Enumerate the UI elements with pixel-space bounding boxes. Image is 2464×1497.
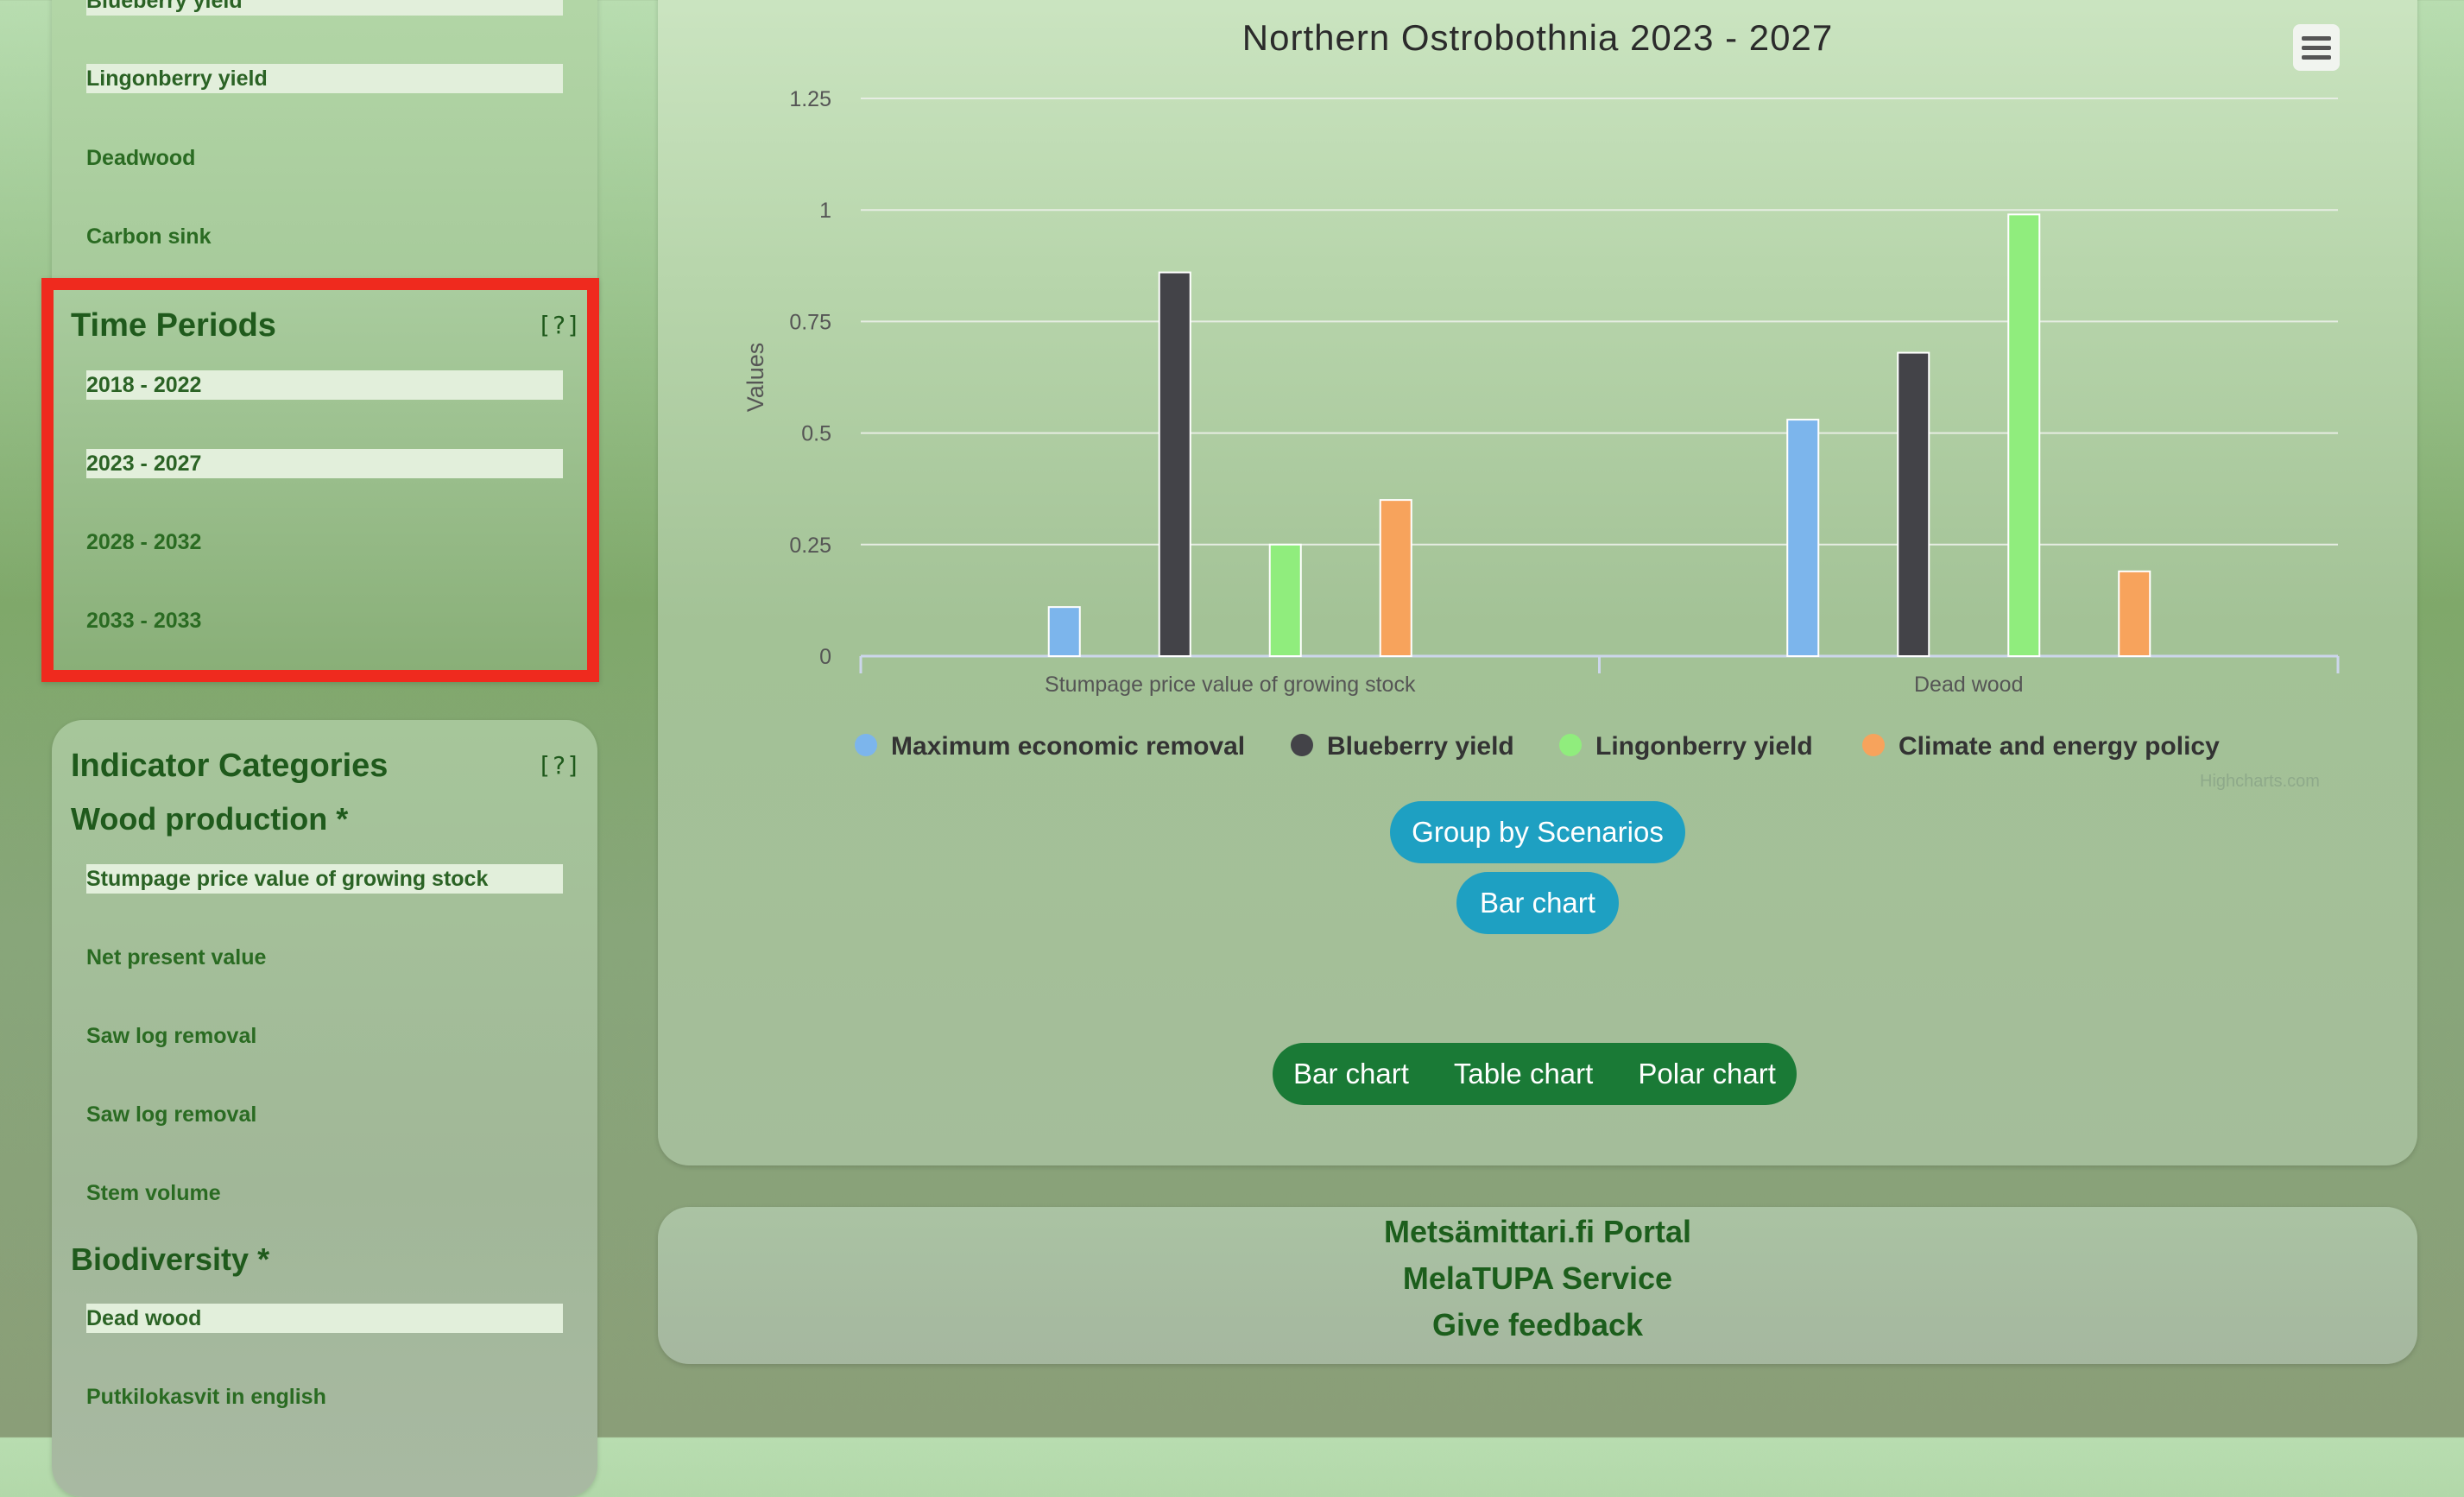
- legend-dot: [855, 734, 877, 757]
- legend-dot: [1559, 734, 1582, 757]
- time-periods-help[interactable]: [?]: [537, 311, 581, 339]
- indicator-categories-help[interactable]: [?]: [537, 751, 581, 780]
- sidebar-item-blueberry-yield[interactable]: Blueberry yield: [86, 0, 563, 16]
- switch-table-chart[interactable]: Table chart: [1453, 1058, 1594, 1090]
- legend-item-blueberry-yield[interactable]: Blueberry yield: [1291, 730, 1514, 764]
- legend-label: Blueberry yield: [1327, 732, 1514, 761]
- bar: [1786, 419, 1820, 657]
- group-by-scenarios-button[interactable]: Group by Scenarios: [1390, 801, 1685, 863]
- indicator-net-present-value[interactable]: Net present value: [86, 945, 267, 970]
- bar: [1158, 271, 1191, 657]
- indicator-putkilokasvit[interactable]: Putkilokasvit in english: [86, 1385, 326, 1409]
- chart-title: Northern Ostrobothnia 2023 - 2027: [1241, 17, 1834, 58]
- x-category-label: Dead wood: [1914, 673, 2023, 697]
- legend-label: Lingonberry yield: [1595, 732, 1813, 761]
- bar: [2007, 213, 2041, 657]
- bar-chart-button[interactable]: Bar chart: [1456, 872, 1619, 934]
- legend-dot: [1291, 734, 1313, 757]
- time-periods-panel: [41, 278, 599, 682]
- biodiversity-heading: Biodiversity *: [71, 1241, 270, 1277]
- footer-link-metsamittari[interactable]: Metsämittari.fi Portal: [1383, 1214, 1692, 1249]
- y-tick-label: 0: [819, 645, 831, 669]
- time-periods-title: Time Periods: [71, 307, 276, 344]
- x-category-label: Stumpage price value of growing stock: [1045, 673, 1416, 697]
- bar-chart: 0 0.25 0.5 0.75 1 1.25 Stumpage price value of…: [742, 87, 2340, 697]
- y-axis-title: Values: [742, 343, 768, 413]
- bar: [1897, 351, 1930, 657]
- bar: [1047, 606, 1081, 657]
- bar: [1379, 499, 1412, 657]
- y-tick-label: 0.5: [801, 422, 831, 446]
- legend-item-climate-energy-policy[interactable]: Climate and energy policy: [1862, 730, 2220, 764]
- switch-polar-chart[interactable]: Polar chart: [1638, 1058, 1776, 1090]
- highcharts-credits[interactable]: Highcharts.com: [2200, 772, 2320, 791]
- footer-panel: [658, 1207, 2417, 1364]
- time-period-2028-2032[interactable]: 2028 - 2032: [86, 530, 202, 554]
- bar: [2118, 570, 2151, 657]
- bar: [1268, 543, 1302, 657]
- y-tick-label: 0.75: [789, 310, 831, 334]
- legend-label: Maximum economic removal: [891, 732, 1246, 761]
- indicator-saw-log-removal-2[interactable]: Saw log removal: [86, 1102, 257, 1127]
- indicator-categories-title: Indicator Categories: [71, 748, 389, 784]
- legend-label: Climate and energy policy: [1899, 732, 2220, 761]
- indicator-categories-panel: [52, 720, 597, 1497]
- indicator-saw-log-removal[interactable]: Saw log removal: [86, 1024, 257, 1048]
- indicator-stem-volume[interactable]: Stem volume: [86, 1181, 221, 1205]
- sidebar-top-panel: [52, 0, 597, 311]
- y-tick-label: 1: [819, 199, 831, 223]
- hamburger-menu-icon[interactable]: [2293, 24, 2340, 71]
- sidebar-item-lingonberry-yield[interactable]: Lingonberry yield: [86, 64, 563, 93]
- legend-item-maximum-economic-removal[interactable]: Maximum economic removal: [855, 730, 1245, 764]
- footer-link-feedback[interactable]: Give feedback: [1431, 1307, 1644, 1342]
- chart-type-switch: Bar chart Table chart Polar chart: [1273, 1043, 1797, 1105]
- wood-production-heading: Wood production *: [71, 801, 349, 837]
- time-period-2023-2027[interactable]: 2023 - 2027: [86, 449, 563, 478]
- y-tick-label: 0.25: [789, 534, 831, 558]
- time-period-2033-2033[interactable]: 2033 - 2033: [86, 609, 202, 633]
- footer-link-melatupa[interactable]: MelaTUPA Service: [1402, 1260, 1673, 1296]
- y-tick-label: 1.25: [789, 87, 831, 111]
- switch-bar-chart[interactable]: Bar chart: [1293, 1058, 1409, 1090]
- legend-dot: [1862, 734, 1885, 757]
- indicator-stumpage-price[interactable]: Stumpage price value of growing stock: [86, 864, 563, 894]
- sidebar-item-carbon-sink[interactable]: Carbon sink: [86, 224, 212, 249]
- legend-item-lingonberry-yield[interactable]: Lingonberry yield: [1559, 730, 1813, 764]
- time-period-2018-2022[interactable]: 2018 - 2022: [86, 370, 563, 400]
- sidebar-item-deadwood[interactable]: Deadwood: [86, 146, 196, 170]
- indicator-dead-wood[interactable]: Dead wood: [86, 1304, 563, 1333]
